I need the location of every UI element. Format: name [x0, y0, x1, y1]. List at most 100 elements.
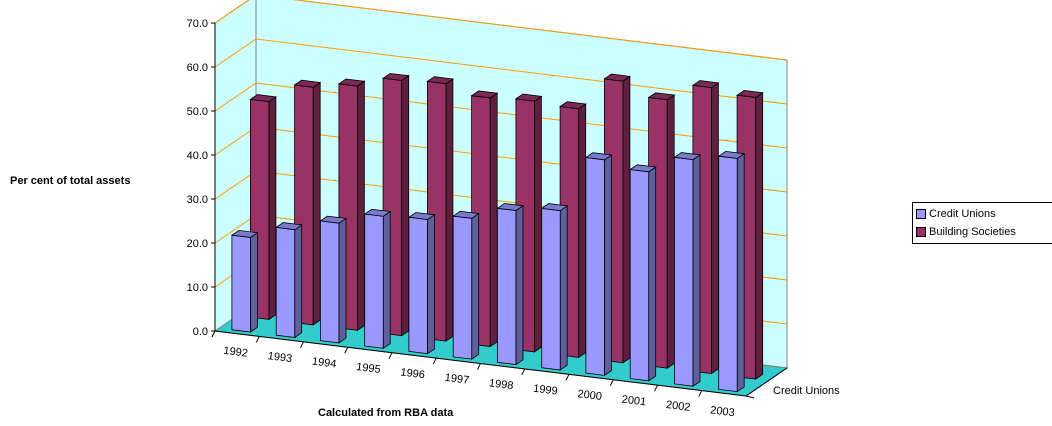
x-tick-label: 1993: [267, 350, 293, 365]
legend: Credit Unions Building Societies: [912, 202, 1052, 244]
y-tick-label: 60.0: [187, 62, 208, 74]
bar-building-societies-1999-top: [559, 101, 587, 110]
bar-credit-unions-1994-front: [319, 220, 340, 344]
bar-credit-unions-2003-top: [717, 150, 746, 159]
y-tick-label: 50.0: [187, 106, 208, 118]
bar-building-societies-1993-side: [312, 81, 321, 326]
x-tick-label: 2000: [577, 388, 603, 403]
x-tick-mark: [609, 379, 614, 386]
bar-building-societies-2003-side: [755, 91, 764, 380]
legend-swatch-building-societies: [916, 227, 926, 237]
bar-credit-unions-2002-front: [674, 156, 694, 387]
x-tick-mark: [698, 390, 703, 397]
bar-building-societies-2002-top: [691, 80, 720, 89]
bar-credit-unions-1993-front: [275, 226, 296, 338]
bars: [230, 73, 764, 393]
bar-building-societies-1992-side: [268, 96, 277, 321]
x-tick-mark: [300, 341, 304, 349]
x-tick-label: 1994: [311, 356, 337, 371]
x-tick-mark: [477, 363, 481, 370]
bar-credit-unions-1993-side: [294, 224, 303, 339]
x-tick-label: 2001: [621, 394, 647, 409]
bar-building-societies-1993-top: [293, 79, 322, 88]
bar-credit-unions-1996: [407, 212, 436, 355]
bar-building-societies-2000-side: [622, 75, 631, 364]
bar-credit-unions-1996-front: [408, 216, 428, 355]
bar-credit-unions-2002-top: [673, 152, 702, 161]
bar-credit-unions-2003-side: [736, 152, 745, 393]
depth-tick-mark: [745, 395, 755, 399]
bar-credit-unions-1992-side: [250, 231, 258, 333]
bar-credit-unions-1995-front: [364, 213, 384, 349]
bar-credit-unions-1992-top: [230, 229, 259, 238]
bar-building-societies-1995-side: [401, 74, 410, 337]
legend-label-credit-unions: Credit Unions: [929, 208, 996, 220]
bar-credit-unions-2002-side: [692, 154, 701, 387]
y-tick-label: 30.0: [187, 194, 208, 206]
bar-building-societies-2002-side: [711, 82, 719, 375]
bar-credit-unions-1993: [275, 222, 303, 339]
bar-credit-unions-2001-front: [629, 169, 650, 382]
bar-credit-unions-1998: [496, 203, 525, 366]
bar-credit-unions-2000: [584, 152, 613, 377]
y-tick-label: 20.0: [187, 238, 208, 250]
bar-building-societies-1996-side: [445, 78, 454, 342]
bar-credit-unions-1995-side: [382, 210, 391, 350]
x-tick-label: 1997: [444, 372, 470, 387]
x-tick-label: 2003: [710, 404, 736, 419]
x-tick-label: 1998: [488, 377, 514, 392]
x-tick-mark: [211, 330, 216, 338]
y-tick-label: 0.0: [193, 326, 208, 338]
x-tick-mark: [255, 336, 260, 343]
bar-credit-unions-2000-top: [584, 152, 613, 161]
bar-credit-unions-1997-side: [471, 212, 480, 360]
bar-building-societies-1997-side: [489, 92, 498, 348]
bar-building-societies-1999-side: [578, 103, 587, 359]
bar-credit-unions-1999-side: [559, 205, 568, 371]
bar-building-societies-2003-top: [735, 89, 764, 98]
bar-credit-unions-1999-front: [541, 207, 561, 371]
bar-credit-unions-2002: [673, 152, 702, 387]
bar-credit-unions-1992: [230, 229, 259, 333]
x-tick-mark: [565, 374, 570, 381]
bar-credit-unions-1995: [363, 208, 392, 350]
bar-credit-unions-1998-front: [496, 207, 517, 365]
legend-label-building-societies: Building Societies: [929, 226, 1016, 238]
x-tick-mark: [654, 384, 658, 392]
y-tick-label: 70.0: [187, 18, 208, 30]
bar-credit-unions-1994-side: [338, 217, 347, 344]
bar-credit-unions-1998-top: [496, 203, 525, 211]
x-tick-mark: [432, 357, 437, 365]
x-tick-label: 2002: [665, 399, 691, 414]
bar-building-societies-1994-top: [337, 78, 366, 87]
x-tick-mark: [521, 368, 526, 376]
bar-building-societies-1995-top: [381, 73, 410, 81]
x-tick-label: 1995: [356, 361, 382, 376]
x-tick-label: 1992: [223, 345, 249, 360]
bar-building-societies-2001-side: [666, 94, 675, 369]
bar-credit-unions-1994: [319, 215, 348, 344]
y-tick-label: 10.0: [187, 282, 208, 294]
bar-building-societies-1992-top: [249, 94, 278, 103]
bar-credit-unions-2000-front: [585, 157, 605, 376]
bar-credit-unions-1997: [452, 210, 480, 360]
y-axis-title: Per cent of total assets: [10, 175, 130, 187]
y-tick-label: 40.0: [187, 150, 208, 162]
bar-building-societies-1994-side: [357, 80, 365, 332]
bar-credit-unions-1992-front: [231, 234, 251, 333]
bar-credit-unions-1998-side: [515, 205, 524, 366]
bar-credit-unions-1995-top: [363, 208, 392, 217]
x-tick-label: 1999: [533, 383, 559, 398]
legend-swatch-credit-unions: [916, 209, 926, 219]
bar-credit-unions-2001: [629, 164, 657, 382]
bar-credit-unions-1997-top: [452, 210, 480, 219]
bar-building-societies-1998-side: [534, 95, 542, 353]
bar-building-societies-1998-top: [514, 93, 543, 102]
legend-item-building-societies: Building Societies: [916, 223, 1052, 241]
bar-building-societies-1996-top: [426, 76, 455, 85]
bar-credit-unions-1997-front: [452, 215, 473, 360]
x-tick-label: 1996: [400, 366, 426, 381]
depth-axis-label: Credit Unions: [773, 385, 840, 397]
bar-credit-unions-1996-top: [407, 212, 436, 220]
